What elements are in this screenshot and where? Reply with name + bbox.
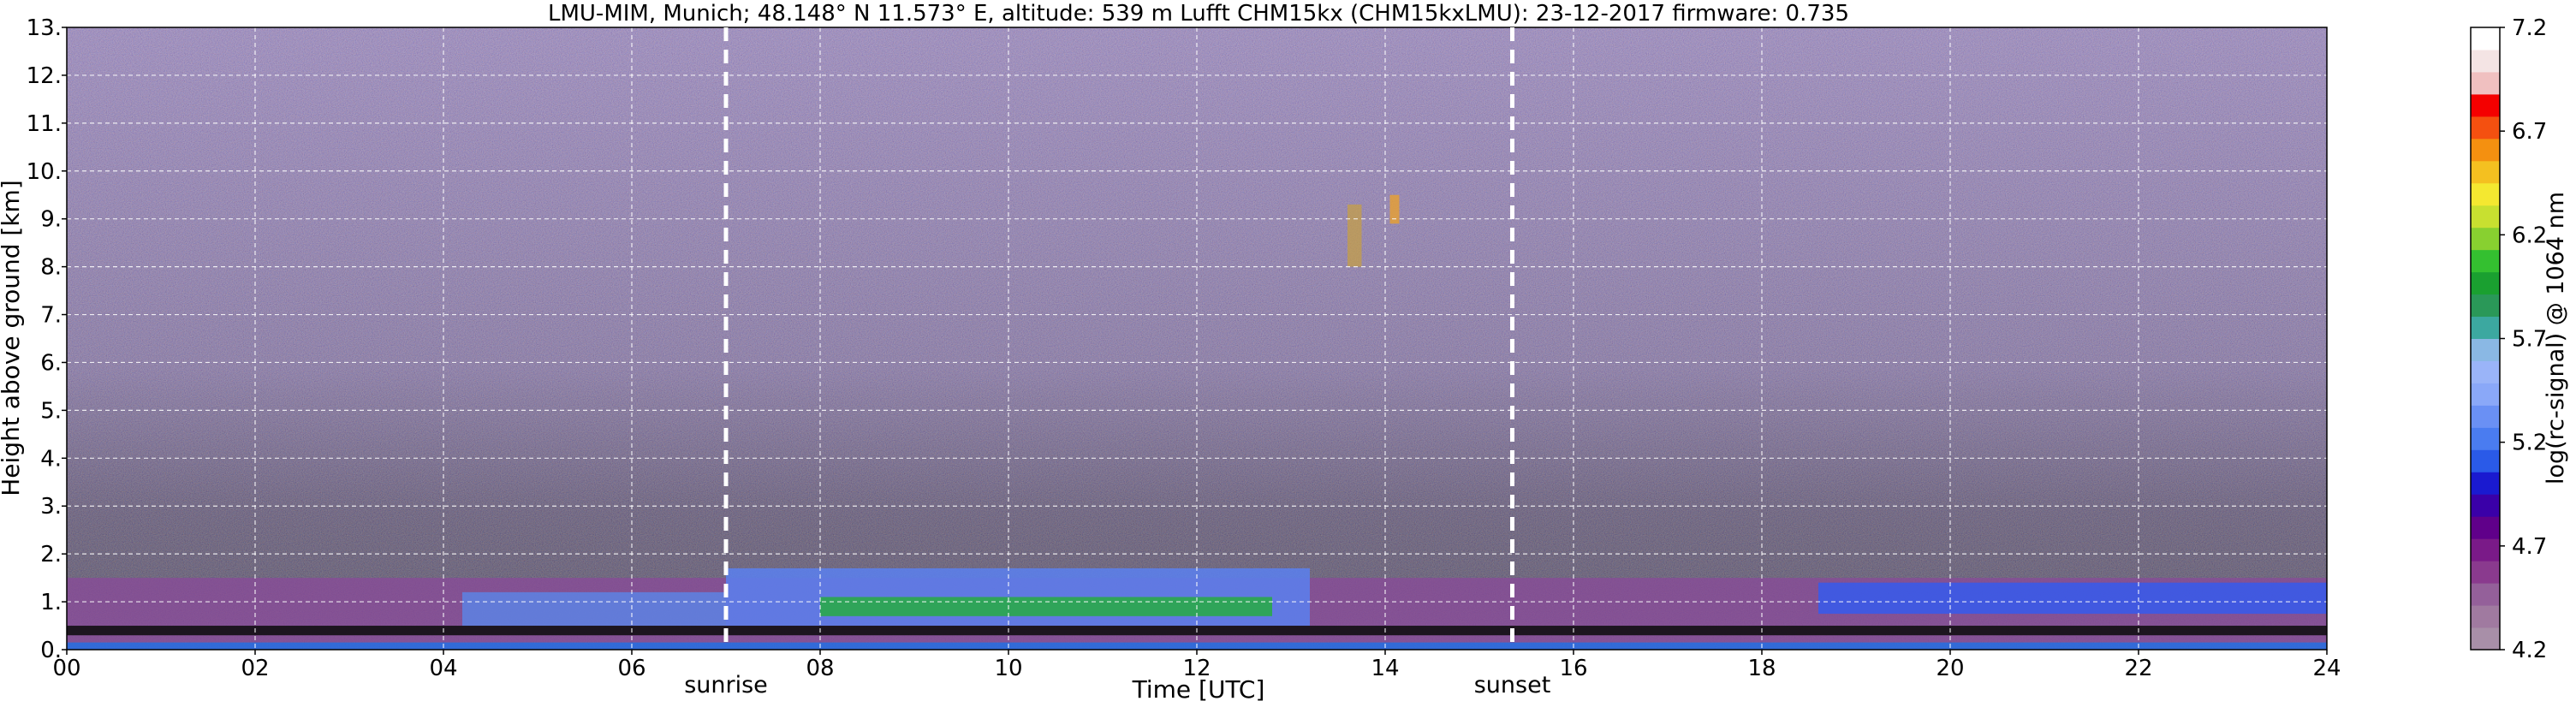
colorbar-segment xyxy=(2471,427,2500,450)
colorbar-tick-label: 4.7 xyxy=(2512,534,2547,560)
colorbar-segment xyxy=(2471,383,2500,406)
y-tick-label: 3. xyxy=(40,494,62,520)
y-tick-label: 12. xyxy=(27,63,62,89)
colorbar-segment xyxy=(2471,538,2500,561)
cloud-return-1 xyxy=(1347,204,1362,267)
colorbar-segment xyxy=(2471,49,2500,73)
cloud-return-2 xyxy=(1389,194,1400,224)
x-tick-label: 14 xyxy=(1371,656,1399,681)
colorbar-label: log(rc-signal) @ 1064 nm xyxy=(2543,192,2569,484)
y-tick-label: 5. xyxy=(40,398,62,424)
colorbar-segment xyxy=(2471,583,2500,606)
y-tick-label: 6. xyxy=(40,350,62,376)
x-tick-label: 12 xyxy=(1182,656,1211,681)
x-tick-label: 20 xyxy=(1936,656,1964,681)
colorbar-segment xyxy=(2471,93,2500,117)
layer-day-green xyxy=(820,597,1272,616)
colorbar-segment xyxy=(2471,205,2500,229)
x-tick-label: 10 xyxy=(994,656,1022,681)
y-tick-label: 0. xyxy=(40,638,62,663)
colorbar-segment xyxy=(2471,360,2500,383)
event-label-sunset: sunset xyxy=(1474,672,1551,698)
colorbar-tick-label: 5.7 xyxy=(2512,327,2547,353)
colorbar-segment xyxy=(2471,494,2500,517)
colorbar-tick-label: 6.7 xyxy=(2512,119,2547,145)
colorbar-segment xyxy=(2471,271,2500,295)
colorbar-segment xyxy=(2471,627,2500,651)
x-tick-label: 22 xyxy=(2124,656,2152,681)
colorbar-segment xyxy=(2471,182,2500,206)
colorbar-segment xyxy=(2471,71,2500,95)
y-tick-label: 2. xyxy=(40,542,62,567)
y-tick-label: 9. xyxy=(40,207,62,233)
colorbar-tick-label: 7.2 xyxy=(2512,15,2547,41)
y-tick-label: 11. xyxy=(27,111,62,137)
y-tick-label: 7. xyxy=(40,303,62,329)
event-label-sunrise: sunrise xyxy=(684,672,768,698)
colorbar-segment xyxy=(2471,338,2500,361)
colorbar-tick-label: 5.2 xyxy=(2512,431,2547,456)
colorbar-segment xyxy=(2471,472,2500,495)
layer-morning-blue xyxy=(462,591,726,627)
x-tick-label: 18 xyxy=(1747,656,1776,681)
colorbar-segment xyxy=(2471,449,2500,472)
y-tick-label: 8. xyxy=(40,255,62,281)
colorbar-tick-label: 6.2 xyxy=(2512,223,2547,248)
x-tick-label: 24 xyxy=(2312,656,2341,681)
colorbar-segment xyxy=(2471,27,2500,50)
colorbar-segment xyxy=(2471,116,2500,140)
colorbar-segment xyxy=(2471,561,2500,584)
layer-evening-blue xyxy=(1818,582,2327,615)
chart-title: LMU-MIM, Munich; 48.148° N 11.573° E, al… xyxy=(548,1,1849,27)
x-axis-label: Time [UTC] xyxy=(1132,675,1265,704)
x-tick-label: 06 xyxy=(617,656,645,681)
colorbar-segment xyxy=(2471,160,2500,184)
y-axis-label: Height above ground [km] xyxy=(0,180,25,496)
x-tick-label: 04 xyxy=(429,656,457,681)
colorbar-segment xyxy=(2471,138,2500,162)
colorbar-segment xyxy=(2471,605,2500,628)
y-tick-label: 13. xyxy=(27,15,62,41)
colorbar-segment xyxy=(2471,316,2500,339)
y-tick-label: 4. xyxy=(40,446,62,472)
x-tick-label: 02 xyxy=(241,656,269,681)
colorbar-segment xyxy=(2471,227,2500,251)
colorbar-segment xyxy=(2471,516,2500,539)
colorbar-segment xyxy=(2471,294,2500,318)
y-tick-label: 10. xyxy=(27,159,62,185)
colorbar-tick-label: 4.2 xyxy=(2512,638,2547,663)
y-tick-label: 1. xyxy=(40,590,62,615)
x-tick-label: 16 xyxy=(1559,656,1587,681)
colorbar-segment xyxy=(2471,405,2500,428)
x-tick-label: 00 xyxy=(52,656,80,681)
colorbar-segment xyxy=(2471,249,2500,273)
x-tick-label: 08 xyxy=(806,656,834,681)
